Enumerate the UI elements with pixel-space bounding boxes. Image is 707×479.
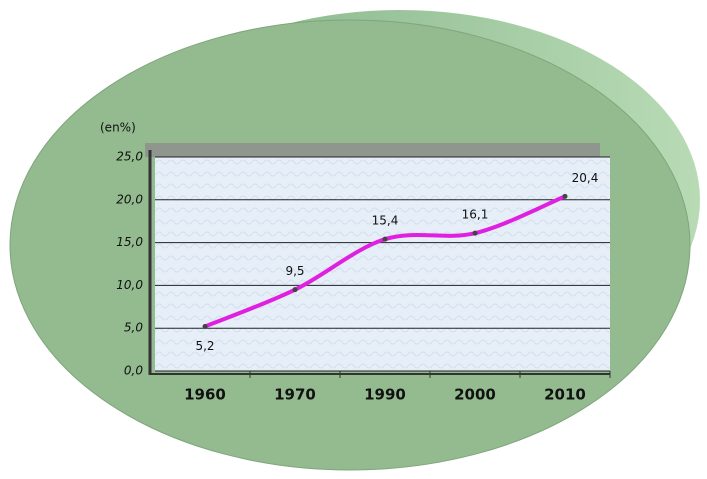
- x-tick-label: 1970: [274, 386, 316, 404]
- x-tick-label: 1990: [364, 386, 406, 404]
- y-tick-label: 25,0: [116, 150, 143, 164]
- plot-area: [155, 157, 610, 371]
- y-tick-label: 10,0: [116, 278, 143, 292]
- y-tick-label: 5,0: [124, 321, 143, 335]
- point: [382, 236, 388, 242]
- point: [472, 230, 478, 236]
- value-label: 9,5: [285, 264, 304, 278]
- y-tick-label: 0,0: [124, 364, 143, 378]
- x-tick-label: 2010: [544, 386, 586, 404]
- x-tick-label: 1960: [184, 386, 226, 404]
- value-label: 16,1: [462, 208, 489, 222]
- x-tick-label: 2000: [454, 386, 496, 404]
- value-label: 15,4: [372, 214, 399, 228]
- point: [292, 287, 298, 293]
- point: [562, 193, 568, 199]
- y-label: (en%): [100, 121, 136, 135]
- y-tick-label: 15,0: [116, 235, 143, 249]
- y-tick-label: 20,0: [116, 192, 143, 206]
- value-label: 5,2: [195, 339, 214, 353]
- value-label: 20,4: [572, 171, 599, 185]
- point: [202, 323, 208, 329]
- plot-shadow: [145, 143, 600, 157]
